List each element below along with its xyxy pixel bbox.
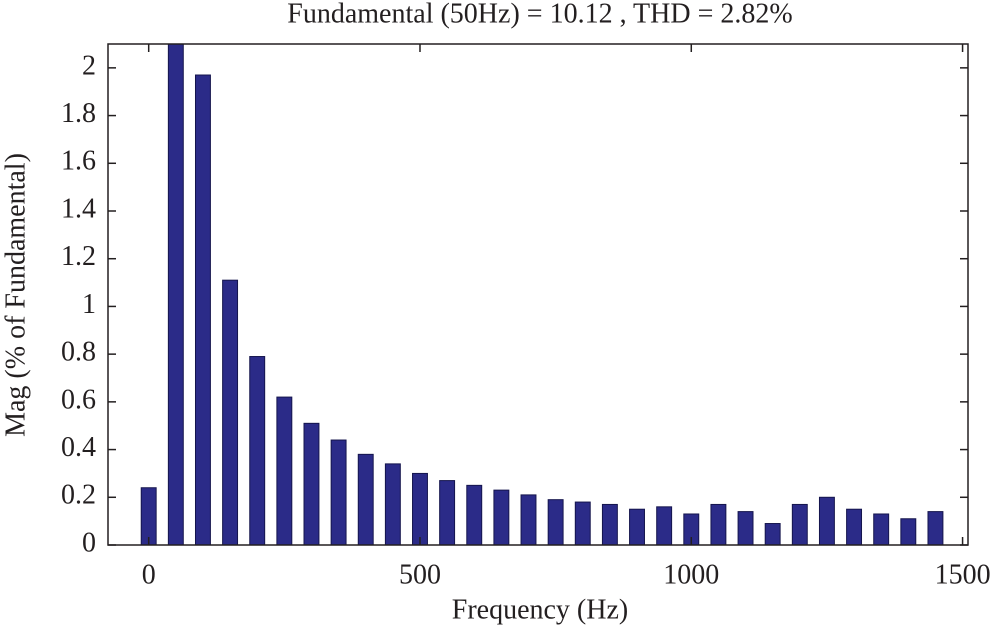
bar — [574, 501, 591, 545]
bar — [303, 422, 320, 545]
x-axis-label: Frequency (Hz) — [452, 594, 628, 625]
y-tick-label: 1.2 — [61, 241, 96, 272]
bar — [764, 523, 781, 545]
y-tick-label: 0.2 — [61, 480, 96, 511]
bar — [194, 74, 211, 545]
bar — [900, 518, 917, 545]
y-tick-label: 0 — [82, 527, 96, 558]
bar — [330, 439, 347, 545]
bar — [629, 508, 645, 545]
bar — [167, 44, 184, 545]
bar — [357, 453, 374, 545]
bar — [466, 484, 483, 545]
bars — [140, 44, 944, 545]
bar — [846, 508, 863, 545]
bar — [737, 511, 754, 545]
x-tick-label: 1000 — [663, 559, 719, 590]
y-tick-label: 1.4 — [61, 193, 96, 224]
y-tick-label: 1 — [82, 289, 96, 320]
y-tick-label: 0.8 — [61, 337, 96, 368]
y-tick-label: 0.6 — [61, 384, 96, 415]
bar — [791, 503, 808, 545]
x-tick-label: 1500 — [935, 559, 991, 590]
bar — [384, 463, 401, 545]
y-tick-label: 0.4 — [61, 432, 96, 463]
bar — [222, 279, 239, 545]
bar — [873, 513, 890, 545]
x-tick-label: 500 — [399, 559, 441, 590]
bar — [710, 503, 727, 545]
bar — [276, 396, 293, 545]
bar — [493, 489, 510, 545]
y-axis-label: Mag (% of Fundamental) — [0, 153, 31, 437]
bar — [439, 480, 456, 545]
y-tick-label: 1.8 — [61, 98, 96, 129]
bar — [683, 513, 700, 545]
bar — [140, 487, 157, 545]
bar — [656, 506, 673, 545]
bar — [412, 472, 428, 545]
bar — [818, 496, 835, 545]
bar — [927, 511, 944, 545]
chart-title: Fundamental (50Hz) = 10.12 , THD = 2.82% — [287, 0, 792, 29]
bar — [547, 499, 564, 545]
y-tick-label: 2 — [82, 50, 96, 81]
bar — [249, 356, 266, 545]
x-tick-label: 0 — [142, 559, 156, 590]
axes-box — [107, 43, 969, 546]
bar — [520, 494, 537, 545]
bar — [601, 503, 618, 545]
y-tick-label: 1.6 — [61, 146, 96, 177]
